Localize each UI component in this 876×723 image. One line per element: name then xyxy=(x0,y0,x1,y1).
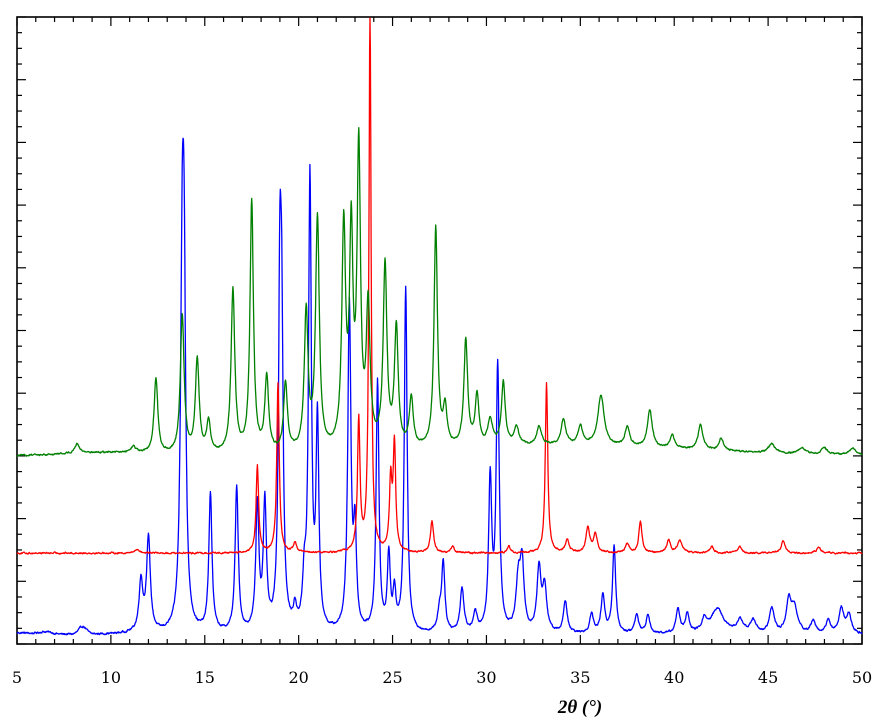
series-line-3 xyxy=(16,127,863,457)
x-axis-title: 2θ (°) xyxy=(557,697,602,718)
series-line-2 xyxy=(16,17,863,555)
plot-frame xyxy=(16,16,863,645)
x-tick-label: 10 xyxy=(101,668,121,687)
x-tick-label: 15 xyxy=(195,668,215,687)
x-tick-label: 45 xyxy=(758,668,778,687)
x-tick-label: 35 xyxy=(570,668,590,687)
series-line-1 xyxy=(16,137,863,636)
series-layer xyxy=(16,17,863,636)
x-tick-label: 5 xyxy=(12,668,22,687)
x-tick-label: 40 xyxy=(664,668,684,687)
x-tick-label: 25 xyxy=(382,668,402,687)
x-tick-label: 30 xyxy=(476,668,496,687)
x-tick-labels: 5 10 15 20 25 30 35 40 45 50 xyxy=(12,668,872,687)
x-tick-label: 50 xyxy=(852,668,872,687)
axis-ticks xyxy=(16,16,863,645)
x-tick-label: 20 xyxy=(288,668,308,687)
